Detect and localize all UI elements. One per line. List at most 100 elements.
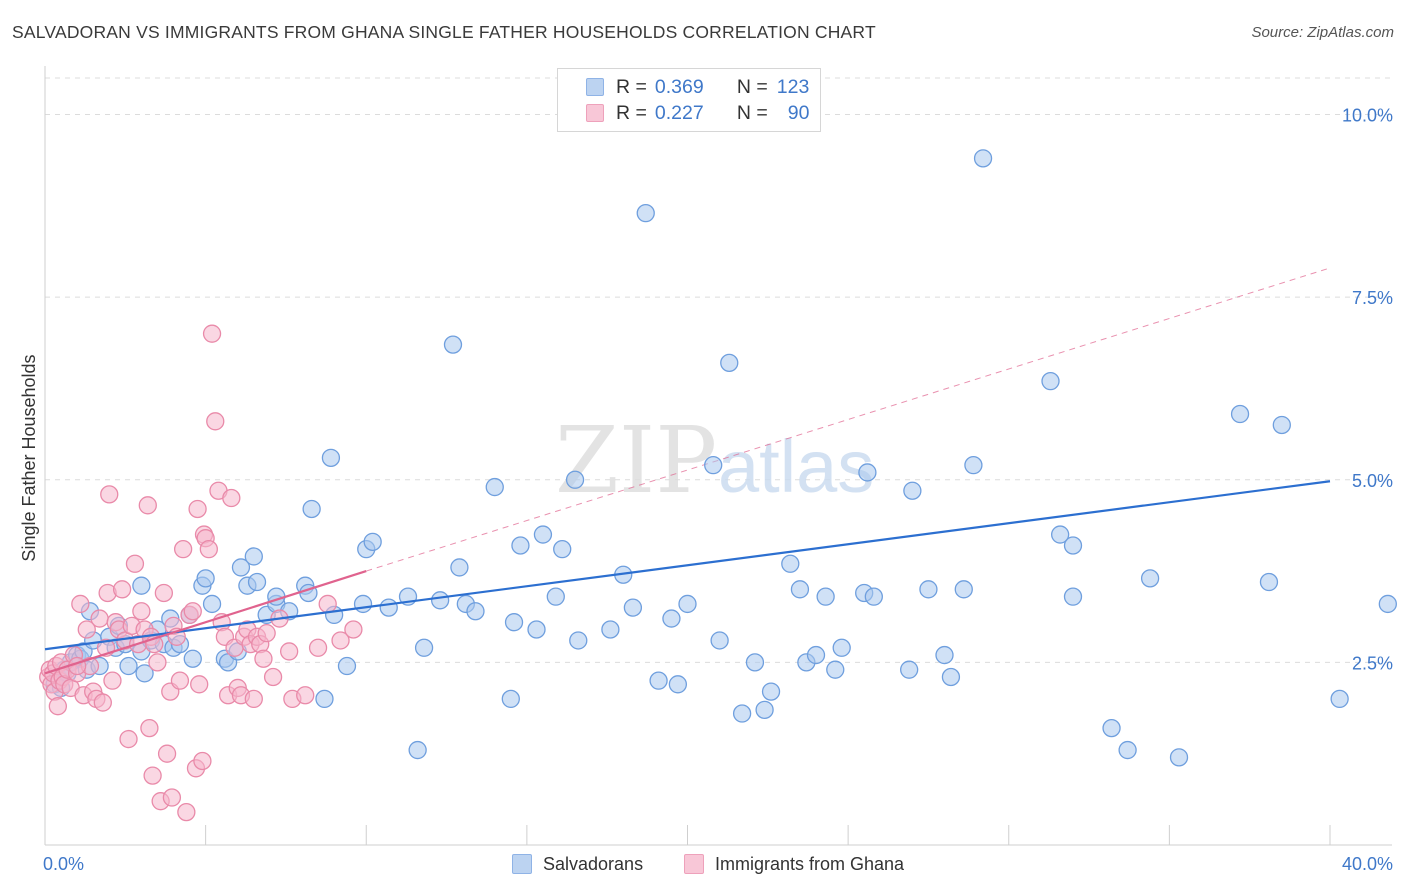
salvadorans-point bbox=[1140, 569, 1160, 588]
salvadorans-point bbox=[353, 594, 373, 614]
ghana-point bbox=[138, 496, 157, 515]
ghana-point bbox=[162, 788, 182, 807]
ghana-point bbox=[222, 488, 241, 508]
legend-label-salvadorans: Salvadorans bbox=[543, 853, 644, 874]
ghana-point bbox=[154, 583, 174, 603]
salvadorans-point bbox=[231, 558, 251, 577]
salvadorans-point bbox=[710, 631, 729, 650]
salvadorans-legend-swatch bbox=[512, 854, 532, 874]
ghana-point bbox=[132, 602, 151, 621]
salvadorans-point bbox=[511, 536, 530, 555]
salvadorans-point bbox=[485, 477, 504, 497]
tick-labels: 2.5% 5.0% 7.5% 10.0% 0.0% 40.0% bbox=[43, 106, 1393, 874]
salvadorans-point bbox=[668, 675, 688, 694]
salvadorans-point bbox=[527, 620, 546, 639]
ghana-point bbox=[125, 554, 145, 573]
ghana-point bbox=[193, 751, 212, 771]
ghana-point bbox=[344, 620, 363, 639]
salvadorans-point bbox=[1259, 572, 1279, 592]
salvadorans-point bbox=[935, 645, 954, 665]
legend-label-ghana: Immigrants from Ghana bbox=[715, 853, 905, 874]
ghana-point bbox=[257, 624, 276, 643]
salvadorans-point bbox=[1051, 525, 1070, 544]
salvadorans-point bbox=[1118, 740, 1137, 760]
ghana-point bbox=[318, 594, 337, 614]
stats-legend-row-ghana: R = 0.227 N = 90 bbox=[558, 100, 809, 126]
salvadorans-point bbox=[202, 594, 222, 614]
axes bbox=[44, 66, 1392, 846]
legend-item-ghana[interactable]: Immigrants from Ghana bbox=[684, 851, 904, 877]
salvadorans-point bbox=[678, 594, 697, 614]
salvadorans-point bbox=[1102, 718, 1121, 738]
y-axis-label: Single Father Households bbox=[19, 354, 39, 561]
salvadorans-point bbox=[903, 481, 922, 500]
salvadorans-point bbox=[662, 609, 681, 628]
salvadorans-point bbox=[761, 682, 781, 701]
stats-legend: R = 0.369 N = 123 R = 0.227 N = 90 bbox=[557, 68, 821, 132]
salvadorans-point bbox=[321, 448, 341, 467]
salvadorans-point bbox=[533, 525, 553, 544]
salvadorans-point bbox=[973, 149, 993, 168]
salvadorans-point bbox=[1041, 371, 1060, 391]
salvadorans-swatch bbox=[586, 78, 604, 96]
salvadorans-point bbox=[964, 456, 983, 475]
salvadorans-point bbox=[1230, 404, 1250, 424]
salvadorans-point bbox=[569, 631, 588, 650]
salvadorans-point bbox=[806, 645, 826, 665]
ghana-point bbox=[143, 766, 162, 785]
x-tick-label-min: 0.0% bbox=[43, 854, 84, 874]
salvadorans-point bbox=[832, 638, 851, 657]
salvadorans-point bbox=[135, 664, 154, 683]
ghana-point bbox=[190, 675, 209, 694]
ghana-point bbox=[177, 802, 196, 822]
salvadorans-point bbox=[315, 689, 334, 709]
salvadorans-point bbox=[443, 335, 463, 354]
ghana-point bbox=[244, 689, 263, 709]
salvadorans-point bbox=[196, 569, 215, 588]
salvadorans-point bbox=[864, 587, 883, 606]
ghana-point bbox=[140, 718, 159, 738]
ghana-point bbox=[77, 620, 96, 639]
ghana-trend-extension bbox=[366, 267, 1331, 572]
salvadorans-point bbox=[1063, 587, 1083, 606]
salvadorans-point bbox=[244, 547, 263, 566]
ghana-point bbox=[103, 671, 122, 690]
ghana-point bbox=[90, 609, 109, 628]
salvadorans-point bbox=[132, 576, 151, 595]
salvadorans-point bbox=[816, 587, 835, 606]
ghana-point bbox=[112, 580, 132, 599]
r-label: R = bbox=[616, 75, 647, 98]
salvadorans-trend-line bbox=[44, 480, 1331, 651]
ghana-point bbox=[170, 671, 190, 690]
salvadorans-point bbox=[900, 660, 919, 679]
n-value: 123 bbox=[776, 75, 810, 98]
salvadorans-point bbox=[1330, 689, 1349, 709]
salvadorans-point bbox=[363, 532, 382, 552]
chart-title: SALVADORAN VS IMMIGRANTS FROM GHANA SING… bbox=[12, 22, 876, 42]
data-points bbox=[39, 149, 1397, 822]
n-label: N = bbox=[736, 75, 768, 98]
salvadorans-point bbox=[408, 740, 427, 760]
salvadorans-point bbox=[247, 572, 267, 592]
salvadorans-point bbox=[450, 558, 469, 577]
watermark-zip: ZIP bbox=[555, 407, 717, 514]
salvadorans-point bbox=[565, 470, 585, 489]
salvadorans-point bbox=[414, 638, 434, 657]
salvadorans-point bbox=[919, 580, 938, 599]
x-tick-label-max: 40.0% bbox=[1342, 854, 1393, 874]
salvadorans-point bbox=[501, 689, 520, 709]
salvadorans-point bbox=[1063, 536, 1083, 555]
salvadorans-point bbox=[636, 203, 655, 223]
salvadorans-point bbox=[119, 656, 138, 676]
salvadorans-point bbox=[1169, 748, 1189, 767]
y-tick-label: 10.0% bbox=[1342, 106, 1393, 126]
salvadorans-point bbox=[755, 700, 774, 720]
salvadorans-point bbox=[546, 587, 565, 606]
legend-item-salvadorans[interactable]: Salvadorans bbox=[512, 851, 643, 877]
ghana-point bbox=[157, 744, 177, 763]
ghana-point bbox=[279, 642, 299, 661]
y-tick-label: 2.5% bbox=[1352, 653, 1393, 673]
salvadorans-point bbox=[553, 540, 572, 559]
ghana-point bbox=[206, 412, 225, 431]
